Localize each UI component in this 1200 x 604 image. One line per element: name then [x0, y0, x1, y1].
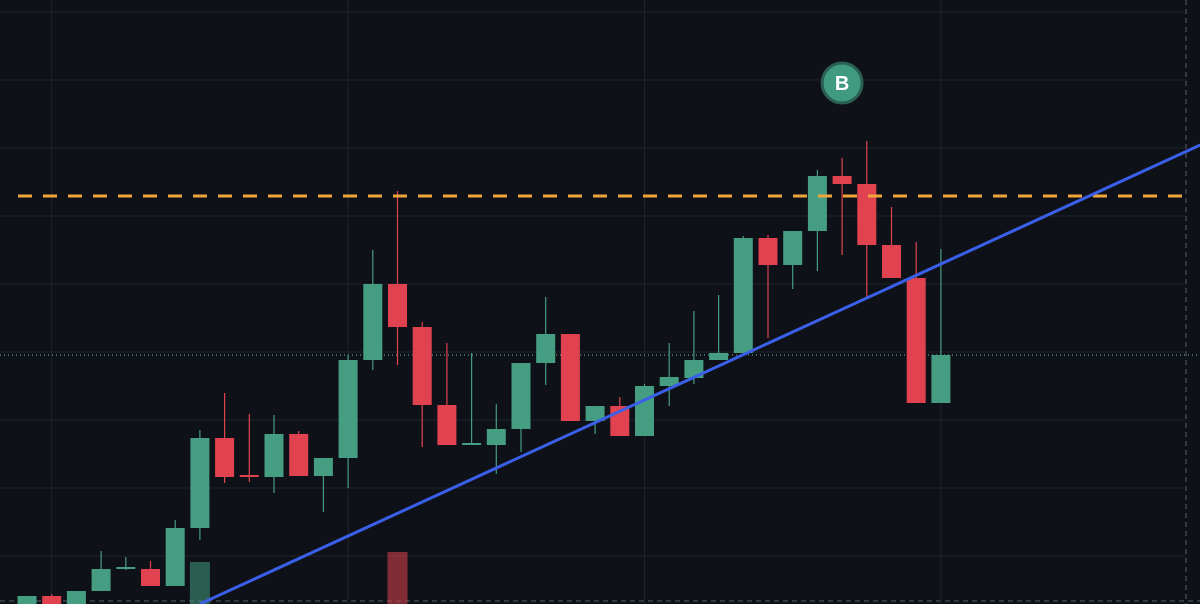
candle-body	[91, 569, 111, 591]
candle-body	[832, 176, 852, 184]
candle-body	[585, 406, 605, 421]
candle-body	[66, 591, 86, 604]
signal-badge	[820, 61, 864, 105]
candle-body	[42, 596, 62, 604]
candle-body	[412, 327, 432, 405]
signal-label: B	[835, 73, 849, 95]
volume-bar	[387, 552, 408, 604]
candle-body	[462, 443, 482, 445]
candle-body	[165, 528, 185, 586]
candle-body	[363, 284, 383, 360]
candle-body	[388, 284, 407, 327]
candle-body	[783, 231, 803, 265]
candle-body	[536, 334, 556, 363]
candle-body	[486, 429, 506, 445]
candle-body	[239, 475, 259, 477]
candle-body	[560, 334, 580, 421]
candle-body	[709, 353, 729, 360]
candle-body	[882, 245, 901, 278]
candle-body	[857, 184, 877, 245]
candle-body	[116, 567, 136, 569]
candle-body	[190, 438, 210, 528]
candle-body	[659, 377, 679, 386]
candle-body	[338, 360, 358, 458]
volume-bar	[189, 562, 210, 604]
candle-body	[17, 596, 37, 604]
candle-body	[141, 569, 160, 586]
candle-body	[807, 176, 827, 231]
candle-body	[313, 458, 333, 476]
trendline	[199, 143, 1200, 604]
candle-body	[437, 405, 457, 445]
candle-body	[758, 238, 778, 265]
candle-body	[733, 238, 753, 353]
candle-body	[511, 363, 531, 429]
candle-body	[264, 434, 284, 477]
candle-body	[289, 434, 309, 476]
candle-body	[906, 278, 926, 403]
candle-body	[931, 355, 951, 403]
candle-body	[215, 438, 235, 477]
candle-body	[684, 360, 704, 378]
candle-body	[635, 386, 654, 436]
